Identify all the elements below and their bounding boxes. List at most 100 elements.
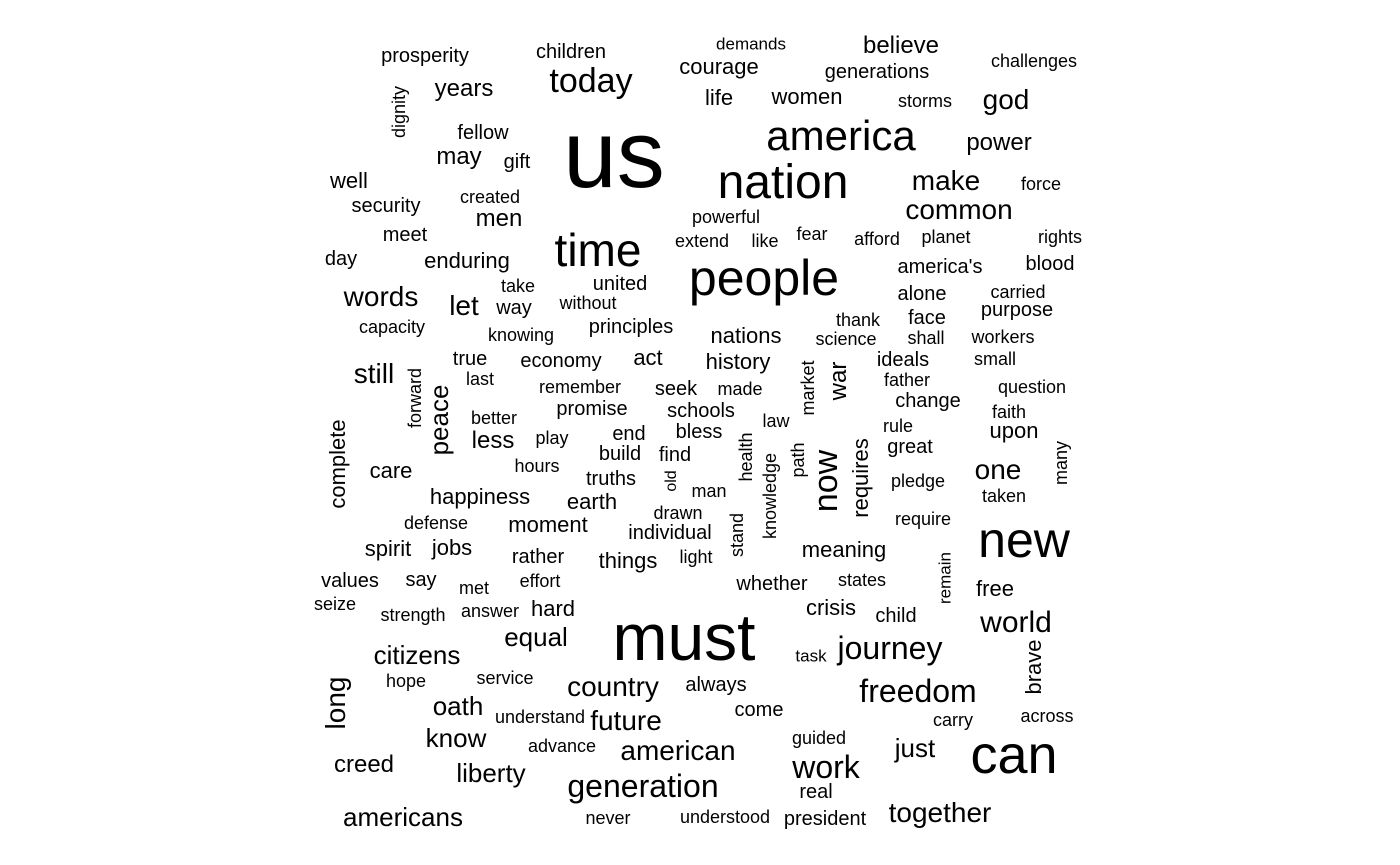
word-science: science (815, 329, 877, 349)
word-today: today (549, 62, 633, 100)
word-war: war (825, 361, 852, 401)
word-people: people (688, 250, 840, 306)
word-requires: requires (848, 438, 873, 518)
word-creed: creed (333, 751, 395, 778)
word-americans: americans (343, 802, 463, 832)
word-america: america (766, 112, 916, 159)
word-blood: blood (1025, 253, 1075, 275)
word-workers: workers (971, 327, 1035, 347)
word-law: law (762, 411, 790, 431)
word-act: act (633, 345, 663, 370)
word-jobs: jobs (431, 535, 473, 560)
word-child: child (875, 605, 917, 627)
word-god: god (982, 84, 1030, 115)
word-one: one (974, 454, 1022, 485)
word-thank: thank (835, 310, 881, 330)
word-journey: journey (837, 630, 943, 666)
word-knowing: knowing (487, 325, 555, 345)
word-challenges: challenges (990, 51, 1078, 71)
word-president: president (783, 808, 867, 830)
word-complete: complete (325, 419, 350, 509)
word-afford: afford (854, 229, 900, 249)
word-long: long (320, 676, 351, 730)
word-made: made (717, 379, 763, 399)
word-fellow: fellow (457, 122, 509, 144)
word-path: path (788, 442, 808, 478)
word-play: play (535, 428, 569, 448)
word-principles: principles (588, 316, 674, 338)
word-must: must (612, 600, 756, 674)
word-say: say (405, 569, 437, 591)
word-oath: oath (432, 691, 484, 721)
word-life: life (704, 85, 734, 110)
word-equal: equal (504, 622, 568, 652)
word-know: know (425, 723, 487, 753)
word-individual: individual (628, 522, 712, 544)
word-security: security (351, 195, 421, 217)
word-less: less (471, 427, 515, 454)
word-many: many (1051, 440, 1071, 486)
word-citizens: citizens (373, 640, 461, 670)
word-children: children (535, 41, 607, 63)
word-common: common (905, 194, 1013, 225)
word-united: united (592, 273, 648, 295)
word-generations: generations (824, 61, 930, 83)
word-always: always (685, 674, 747, 696)
word-work: work (792, 749, 860, 785)
word-promise: promise (556, 398, 628, 420)
word-task: task (795, 646, 827, 666)
word-can: can (970, 725, 1058, 785)
word-storms: storms (898, 91, 952, 111)
word-together: together (888, 797, 992, 828)
word-time: time (554, 224, 642, 276)
word-now: now (807, 449, 845, 513)
word-faith: faith (991, 402, 1027, 422)
word-understand: understand (494, 707, 586, 727)
word-generation: generation (567, 768, 719, 804)
word-forward: forward (405, 367, 425, 429)
word-market: market (798, 360, 818, 416)
word-things: things (598, 548, 658, 573)
word-nations: nations (710, 323, 782, 348)
word-truths: truths (585, 468, 637, 490)
word-crisis: crisis (805, 595, 857, 620)
word-seek: seek (654, 378, 698, 400)
word-freedom: freedom (859, 673, 977, 709)
word-enduring: enduring (424, 248, 510, 273)
word-stand: stand (727, 512, 747, 558)
word-peace: peace (424, 384, 454, 456)
word-rule: rule (882, 416, 914, 436)
word-day: day (324, 248, 358, 270)
word-future: future (590, 705, 662, 736)
word-without: without (559, 293, 617, 313)
word-last: last (465, 369, 495, 389)
word-seize: seize (313, 594, 357, 614)
word-understood: understood (679, 807, 771, 827)
word-values: values (321, 570, 379, 592)
word-small: small (973, 349, 1017, 369)
word-remember: remember (538, 377, 622, 397)
word-defense: defense (403, 513, 469, 533)
word-make: make (911, 165, 981, 196)
word-created: created (459, 187, 521, 207)
word-find: find (658, 444, 692, 466)
word-knowledge: knowledge (760, 452, 780, 540)
word-rather: rather (511, 546, 565, 568)
word-just: just (894, 733, 936, 763)
word-liberty: liberty (456, 758, 526, 788)
word-carry: carry (933, 710, 973, 730)
word-extend: extend (674, 231, 730, 251)
word-effort: effort (519, 571, 561, 591)
word-rights: rights (1037, 227, 1083, 247)
word-alone: alone (897, 283, 947, 305)
word-shall: shall (907, 328, 945, 348)
word-met: met (458, 578, 490, 598)
word-power: power (966, 129, 1032, 156)
word-demands: demands (716, 34, 786, 54)
word-build: build (598, 443, 642, 465)
word-us: us (563, 101, 665, 208)
word-force: force (1020, 174, 1062, 194)
word-well: well (330, 168, 368, 193)
word-schools: schools (667, 400, 735, 422)
